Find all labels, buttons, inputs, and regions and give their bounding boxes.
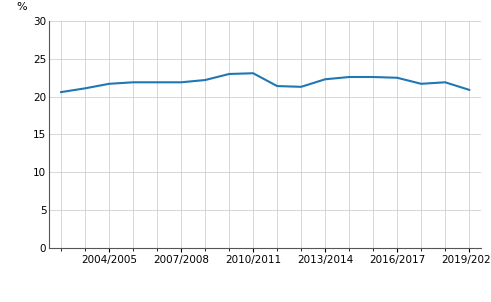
Text: %: % [17, 2, 27, 12]
